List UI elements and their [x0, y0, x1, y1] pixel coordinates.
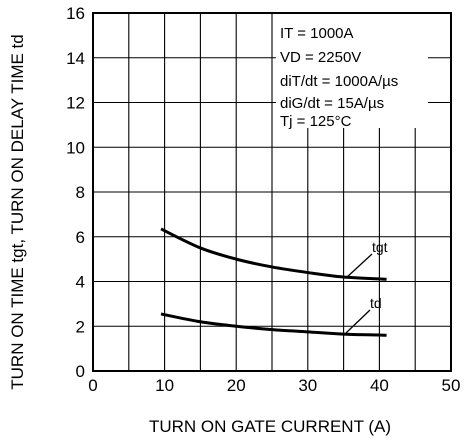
y-tick-label: 4	[76, 273, 85, 292]
plot-frame	[92, 12, 452, 372]
series-lines	[160, 227, 387, 337]
series-label-tgt: tgt	[372, 239, 388, 255]
condition-tj: Tj = 125°C	[280, 113, 352, 130]
y-tick-label: 6	[76, 228, 85, 247]
y-tick-label: 16	[66, 4, 85, 23]
y-axis-title: TURN ON TIME tgt, TURN ON DELAY TIME td	[8, 34, 27, 390]
x-tick-label: 30	[298, 376, 317, 395]
y-tick-label: 10	[66, 138, 85, 157]
condition-dig-dt: diG/dt = 15A/µs	[280, 95, 384, 112]
x-tick-label: 0	[88, 376, 97, 395]
x-tick-label: 10	[155, 376, 174, 395]
x-tick-labels: 0 10 20 30 40 50	[88, 376, 460, 395]
y-tick-labels: 0 2 4 6 8 10 12 14 16	[66, 4, 85, 381]
x-tick-label: 50	[442, 376, 461, 395]
series-line-td	[160, 312, 387, 337]
x-tick-label: 20	[227, 376, 246, 395]
tgt-leader-line	[345, 253, 373, 279]
condition-it: IT = 1000A	[280, 25, 354, 42]
y-tick-label: 12	[66, 94, 85, 113]
x-tick-label: 40	[370, 376, 389, 395]
y-tick-label: 8	[76, 183, 85, 202]
y-tick-label: 2	[76, 317, 85, 336]
y-tick-label: 0	[76, 362, 85, 381]
x-axis-title: TURN ON GATE CURRENT (A)	[149, 417, 391, 436]
td-leader-line	[345, 309, 371, 334]
condition-vd: VD = 2250V	[280, 49, 361, 66]
conditions-background	[276, 10, 428, 128]
series-line-tgt	[160, 227, 387, 281]
y-tick-label: 14	[66, 49, 85, 68]
series-label-td: td	[370, 295, 382, 311]
condition-dit-dt: diT/dt = 1000A/µs	[280, 73, 398, 90]
